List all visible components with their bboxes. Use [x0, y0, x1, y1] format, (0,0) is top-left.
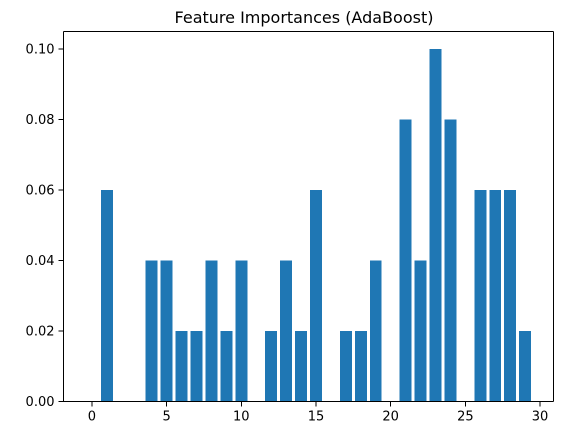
- bar-feature-24: [444, 119, 457, 402]
- bar-feature-17: [339, 331, 352, 402]
- bar-feature-12: [265, 331, 278, 402]
- x-tick-label: 15: [308, 410, 325, 425]
- bar-feature-27: [489, 190, 502, 402]
- bar-feature-1: [100, 190, 113, 402]
- y-tick-label: 0.06: [26, 184, 55, 199]
- axes-frame: [63, 31, 554, 402]
- bar-feature-9: [220, 331, 233, 402]
- bar-feature-22: [414, 260, 427, 402]
- y-tick-label: 0.04: [26, 254, 55, 269]
- y-tick-label: 0.00: [26, 395, 55, 410]
- x-tick-label: 20: [382, 410, 399, 425]
- bar-feature-19: [369, 260, 382, 402]
- bars-group: [100, 49, 532, 402]
- bar-feature-14: [295, 331, 307, 402]
- bar-feature-7: [190, 331, 203, 402]
- bar-feature-4: [145, 260, 158, 402]
- bar-feature-26: [474, 190, 487, 402]
- bar-feature-29: [519, 331, 532, 402]
- bar-feature-18: [354, 331, 367, 402]
- bar-feature-10: [235, 260, 248, 402]
- x-tick-label: 30: [532, 410, 549, 425]
- bar-feature-8: [205, 260, 218, 402]
- x-tick-label: 0: [88, 410, 96, 425]
- bar-feature-28: [504, 190, 517, 402]
- x-tick-label: 10: [233, 410, 250, 425]
- y-tick-label: 0.10: [26, 43, 55, 58]
- y-ticks-group: 0.00 0.02 0.04 0.06 0.08 0.10: [26, 43, 64, 410]
- y-tick-label: 0.08: [26, 113, 55, 128]
- bar-feature-6: [175, 331, 188, 402]
- y-tick-label: 0.02: [26, 325, 55, 340]
- chart-title: Feature Importances (AdaBoost): [175, 8, 434, 27]
- x-ticks-group: 0 5 10 15 20 25 30: [88, 401, 549, 425]
- bar-feature-13: [280, 260, 293, 402]
- bar-feature-21: [399, 119, 412, 402]
- x-tick-label: 5: [162, 410, 170, 425]
- bar-feature-23: [429, 49, 442, 402]
- x-tick-label: 25: [457, 410, 474, 425]
- bar-feature-5: [160, 260, 173, 402]
- bar-feature-15: [309, 190, 322, 402]
